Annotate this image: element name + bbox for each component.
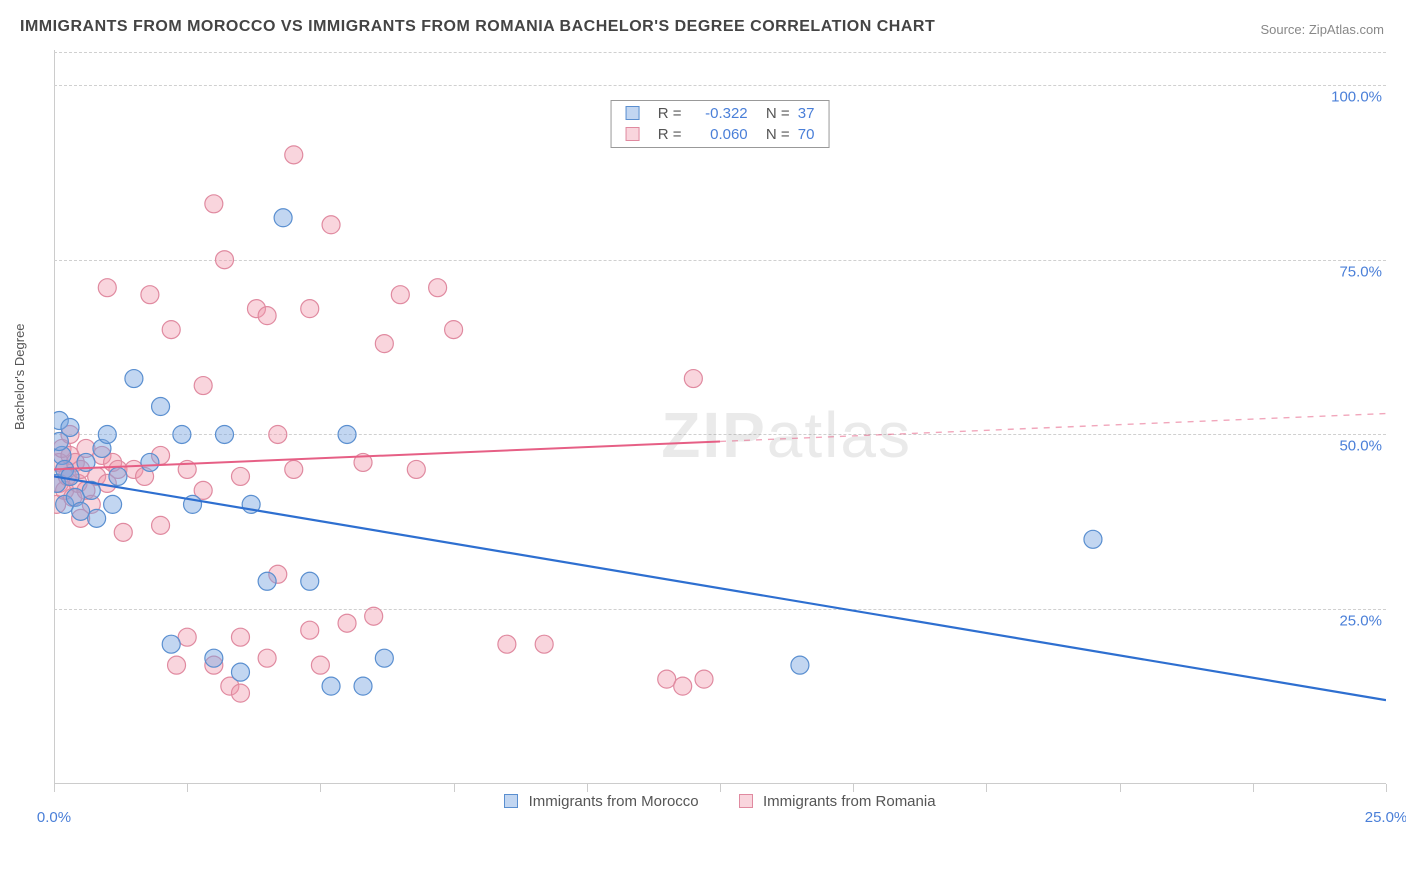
scatter-point-romania	[194, 377, 212, 395]
x-tick	[720, 784, 721, 792]
scatter-point-romania	[338, 614, 356, 632]
scatter-point-romania	[407, 460, 425, 478]
r-value-romania: 0.060	[690, 126, 748, 143]
scatter-point-morocco	[791, 656, 809, 674]
scatter-point-morocco	[125, 370, 143, 388]
scatter-point-morocco	[109, 467, 127, 485]
scatter-point-romania	[445, 321, 463, 339]
scatter-point-romania	[205, 195, 223, 213]
scatter-point-morocco	[72, 502, 90, 520]
scatter-point-morocco	[215, 425, 233, 443]
scatter-point-morocco	[88, 509, 106, 527]
scatter-point-morocco	[205, 649, 223, 667]
scatter-point-romania	[535, 635, 553, 653]
chart-svg	[54, 50, 1386, 784]
scatter-point-morocco	[1084, 530, 1102, 548]
scatter-point-morocco	[231, 663, 249, 681]
x-tick	[320, 784, 321, 792]
scatter-point-morocco	[354, 677, 372, 695]
x-tick	[1120, 784, 1121, 792]
correlation-legend-row-romania: R = 0.060 N = 70	[612, 124, 829, 145]
trend-line-morocco	[54, 476, 1386, 700]
scatter-point-romania	[498, 635, 516, 653]
x-tick	[1253, 784, 1254, 792]
r-value-morocco: -0.322	[690, 105, 748, 122]
scatter-point-romania	[231, 684, 249, 702]
scatter-point-romania	[231, 467, 249, 485]
scatter-point-morocco	[375, 649, 393, 667]
legend-item-romania: Immigrants from Romania	[739, 793, 936, 810]
scatter-point-romania	[365, 607, 383, 625]
x-tick	[187, 784, 188, 792]
scatter-point-romania	[658, 670, 676, 688]
x-tick	[853, 784, 854, 792]
chart-title: IMMIGRANTS FROM MOROCCO VS IMMIGRANTS FR…	[20, 18, 935, 36]
scatter-point-romania	[695, 670, 713, 688]
scatter-point-romania	[114, 523, 132, 541]
scatter-point-romania	[301, 300, 319, 318]
scatter-point-romania	[141, 286, 159, 304]
scatter-point-romania	[285, 146, 303, 164]
scatter-point-romania	[375, 335, 393, 353]
x-tick	[1386, 784, 1387, 792]
scatter-point-romania	[178, 628, 196, 646]
swatch-romania	[626, 127, 640, 141]
scatter-point-morocco	[322, 677, 340, 695]
plot-area: ZIPatlas R = -0.322 N = 37 R = 0.060 N =…	[54, 50, 1386, 820]
scatter-point-morocco	[61, 418, 79, 436]
scatter-point-morocco	[152, 398, 170, 416]
scatter-point-morocco	[104, 495, 122, 513]
x-tick	[587, 784, 588, 792]
swatch-morocco	[626, 106, 640, 120]
x-tick	[986, 784, 987, 792]
scatter-point-romania	[162, 321, 180, 339]
scatter-point-romania	[322, 216, 340, 234]
scatter-point-morocco	[162, 635, 180, 653]
scatter-point-romania	[391, 286, 409, 304]
scatter-point-romania	[258, 649, 276, 667]
scatter-point-romania	[98, 279, 116, 297]
scatter-point-romania	[269, 425, 287, 443]
scatter-point-romania	[285, 460, 303, 478]
scatter-point-romania	[168, 656, 186, 674]
scatter-point-morocco	[61, 467, 79, 485]
scatter-point-morocco	[338, 425, 356, 443]
x-tick-label: 25.0%	[1365, 809, 1406, 826]
trend-line-dashed-romania	[720, 414, 1386, 442]
scatter-point-romania	[674, 677, 692, 695]
legend-label-romania: Immigrants from Romania	[763, 793, 936, 810]
source-attribution: Source: ZipAtlas.com	[1260, 22, 1384, 37]
n-value-romania: 70	[798, 126, 815, 143]
correlation-legend-row-morocco: R = -0.322 N = 37	[612, 103, 829, 124]
scatter-point-morocco	[173, 425, 191, 443]
scatter-point-romania	[215, 251, 233, 269]
scatter-point-morocco	[274, 209, 292, 227]
legend-item-morocco: Immigrants from Morocco	[504, 793, 698, 810]
scatter-point-romania	[152, 516, 170, 534]
scatter-point-morocco	[98, 425, 116, 443]
scatter-point-morocco	[301, 572, 319, 590]
y-axis-label: Bachelor's Degree	[12, 323, 27, 430]
scatter-point-morocco	[258, 572, 276, 590]
x-tick	[454, 784, 455, 792]
scatter-point-morocco	[141, 453, 159, 471]
scatter-point-romania	[231, 628, 249, 646]
swatch-morocco-icon	[504, 794, 518, 808]
x-tick	[54, 784, 55, 792]
correlation-legend: R = -0.322 N = 37 R = 0.060 N = 70	[611, 100, 830, 148]
scatter-point-romania	[258, 307, 276, 325]
n-value-morocco: 37	[798, 105, 815, 122]
scatter-point-romania	[684, 370, 702, 388]
legend-label-morocco: Immigrants from Morocco	[529, 793, 699, 810]
series-legend: Immigrants from Morocco Immigrants from …	[54, 793, 1386, 810]
scatter-point-romania	[301, 621, 319, 639]
swatch-romania-icon	[739, 794, 753, 808]
scatter-point-romania	[311, 656, 329, 674]
x-tick-label: 0.0%	[37, 809, 71, 826]
scatter-point-romania	[429, 279, 447, 297]
